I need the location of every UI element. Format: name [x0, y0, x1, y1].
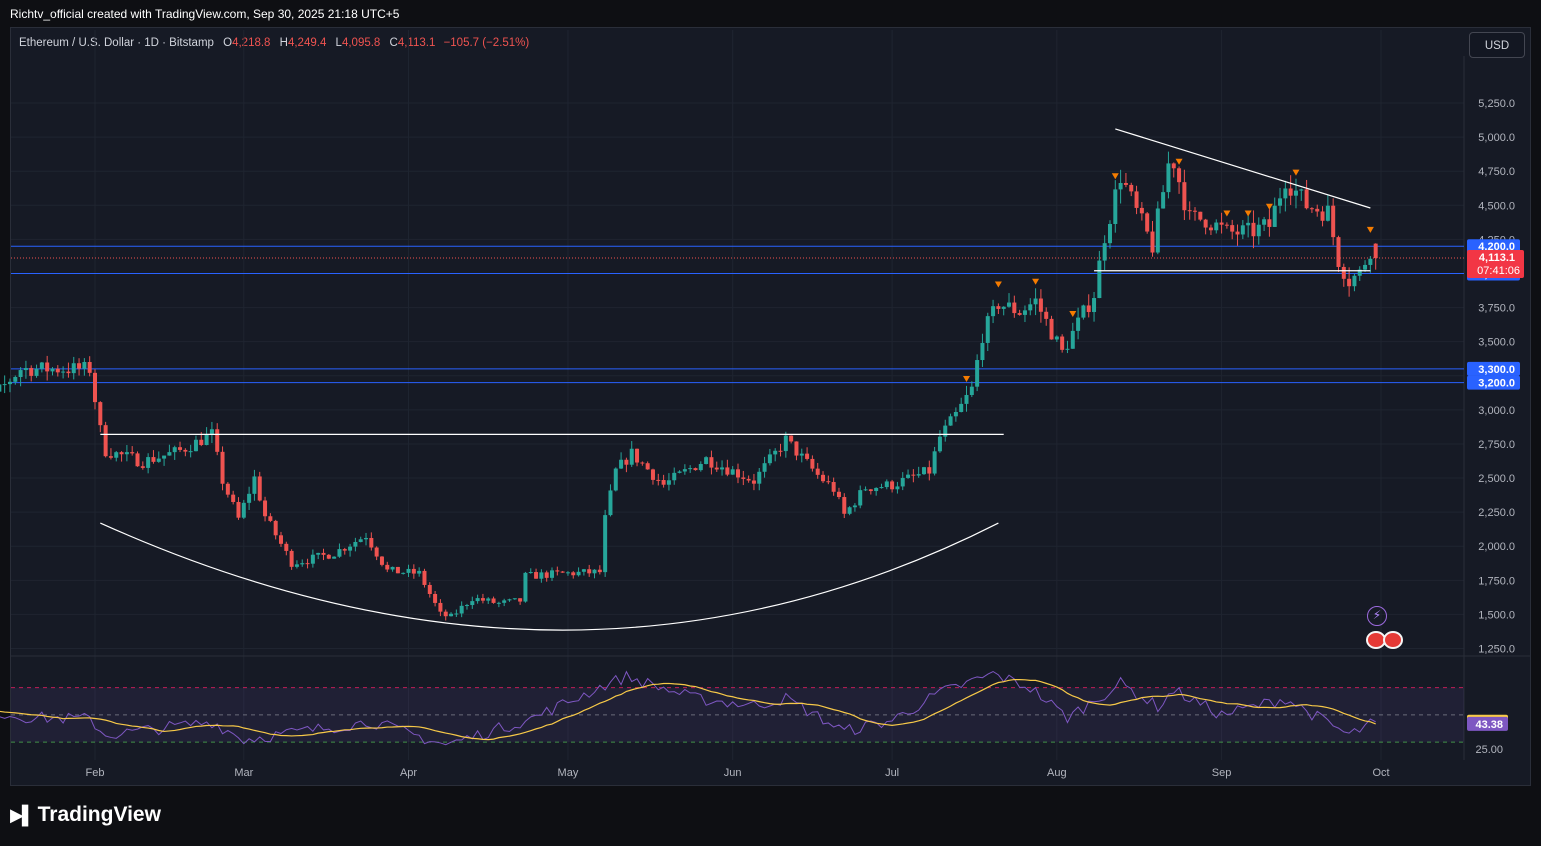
tradingview-logo-icon: ▶▌: [10, 805, 35, 825]
chart-attribution: Richtv_official created with TradingView…: [10, 7, 400, 21]
open-value: 4,218.8: [232, 37, 271, 49]
chart-panel[interactable]: Ethereum / U.S. Dollar · 1D · Bitstamp O…: [10, 27, 1531, 786]
high-value: 4,249.4: [287, 37, 327, 49]
lightning-icon[interactable]: ⚡: [1367, 606, 1387, 626]
currency-button[interactable]: USD: [1469, 32, 1525, 58]
close-label: C: [389, 37, 398, 49]
us-flag-event-icon-2[interactable]: [1383, 631, 1403, 649]
candle: [0, 384, 2, 392]
change-value: −105.7 (−2.51%): [443, 37, 530, 49]
open-label: O: [223, 37, 233, 49]
close-value: 4,113.1: [397, 37, 436, 49]
candle: [2, 375, 7, 394]
symbol-name: Ethereum / U.S. Dollar · 1D · Bitstamp: [19, 37, 214, 49]
candle-body: [2, 384, 7, 386]
high-label: H: [279, 37, 288, 49]
tradingview-logo[interactable]: ▶▌ TradingView: [10, 803, 161, 827]
candle-body: [0, 384, 2, 392]
low-value: 4,095.8: [341, 37, 381, 49]
low-label: L: [335, 37, 342, 49]
tradingview-logo-text: TradingView: [37, 803, 161, 826]
symbol-bar: Ethereum / U.S. Dollar · 1D · Bitstamp O…: [19, 37, 529, 49]
